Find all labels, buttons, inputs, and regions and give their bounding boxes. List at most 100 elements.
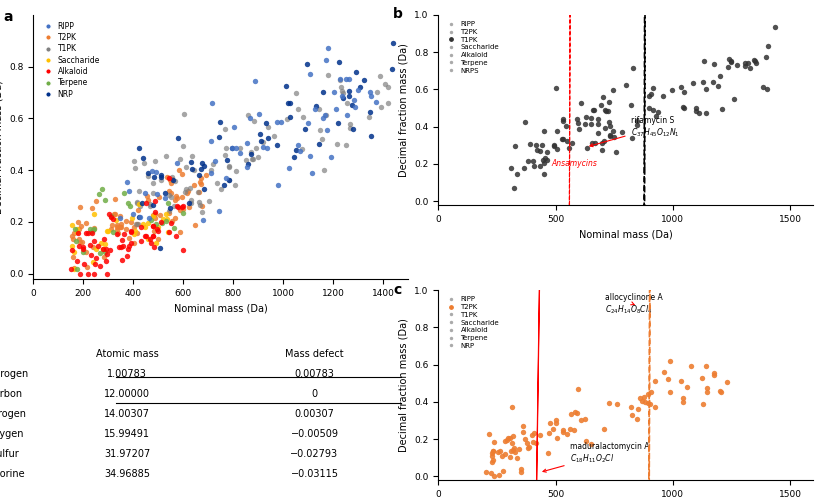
Point: [602, 98, 615, 106]
Point: [640, 386, 653, 394]
Point: [73, 270, 86, 278]
Point: [575, 108, 588, 116]
Point: [305, 170, 318, 177]
Point: [627, 387, 640, 395]
Point: [598, 124, 612, 132]
Point: [588, 395, 602, 403]
Point: [588, 139, 602, 147]
Point: [602, 107, 615, 115]
Point: [244, 150, 257, 158]
Point: [104, 226, 117, 234]
Point: [758, 88, 771, 96]
Point: [732, 339, 745, 347]
Point: [363, 108, 376, 116]
Point: [679, 72, 692, 80]
Point: [76, 248, 90, 256]
X-axis label: Nominal mass (Da): Nominal mass (Da): [579, 229, 673, 239]
Point: [133, 188, 146, 196]
Point: [716, 115, 730, 123]
Point: [563, 404, 576, 411]
Point: [173, 166, 186, 174]
Point: [584, 426, 598, 434]
Point: [568, 408, 581, 416]
Point: [99, 240, 112, 248]
Point: [663, 358, 676, 366]
Point: [320, 110, 333, 118]
Point: [461, 166, 475, 173]
Point: [145, 167, 159, 175]
Point: [646, 117, 659, 125]
Point: [612, 130, 625, 138]
Point: [561, 138, 574, 146]
Point: [313, 105, 326, 113]
Point: [767, 362, 780, 370]
Point: [73, 236, 86, 244]
Point: [542, 176, 555, 184]
Point: [627, 396, 640, 404]
Point: [596, 138, 609, 146]
Point: [129, 227, 142, 235]
Point: [542, 429, 555, 437]
Point: [179, 186, 193, 194]
Point: [98, 235, 111, 243]
Point: [650, 398, 663, 406]
Point: [163, 187, 176, 195]
Point: [767, 72, 780, 80]
Point: [192, 170, 205, 178]
Point: [71, 228, 84, 236]
Point: [495, 167, 508, 175]
Point: [694, 78, 707, 86]
Point: [613, 132, 626, 140]
Point: [98, 248, 111, 256]
Point: [288, 152, 301, 160]
Point: [114, 223, 127, 231]
Point: [293, 147, 306, 155]
Point: [339, 99, 353, 107]
Point: [599, 130, 613, 138]
Point: [124, 218, 137, 226]
Point: [630, 120, 643, 128]
Text: allocyclinone A
$C_{24}H_{14}O_8Cl_4$: allocyclinone A $C_{24}H_{14}O_8Cl_4$: [605, 292, 662, 316]
Point: [624, 132, 637, 140]
Point: [608, 134, 621, 141]
Point: [669, 139, 682, 147]
Point: [140, 192, 154, 200]
Point: [539, 420, 552, 428]
Point: [611, 422, 624, 430]
Point: [604, 412, 618, 420]
Point: [374, 102, 388, 110]
Point: [724, 348, 737, 356]
Point: [374, 72, 387, 80]
Point: [756, 84, 769, 92]
Point: [653, 366, 666, 374]
Point: [521, 151, 535, 159]
Point: [520, 174, 533, 182]
Point: [692, 110, 705, 118]
Point: [458, 197, 471, 205]
Point: [748, 56, 761, 64]
Point: [120, 178, 134, 186]
Point: [642, 385, 655, 393]
Point: [566, 139, 579, 147]
Point: [718, 392, 731, 400]
Point: [681, 107, 694, 115]
Point: [206, 160, 219, 168]
Point: [645, 90, 658, 98]
Point: [690, 68, 703, 76]
Point: [583, 105, 597, 113]
Point: [722, 64, 735, 72]
Point: [589, 130, 603, 138]
Point: [115, 220, 128, 228]
Point: [528, 162, 541, 170]
Point: [213, 118, 227, 126]
Point: [642, 394, 656, 402]
Point: [729, 65, 742, 73]
Point: [774, 320, 787, 328]
Point: [779, 330, 792, 338]
Point: [504, 452, 517, 460]
Point: [222, 176, 236, 184]
Point: [520, 398, 534, 406]
Point: [485, 470, 498, 478]
Point: [165, 172, 178, 180]
Point: [584, 88, 598, 96]
